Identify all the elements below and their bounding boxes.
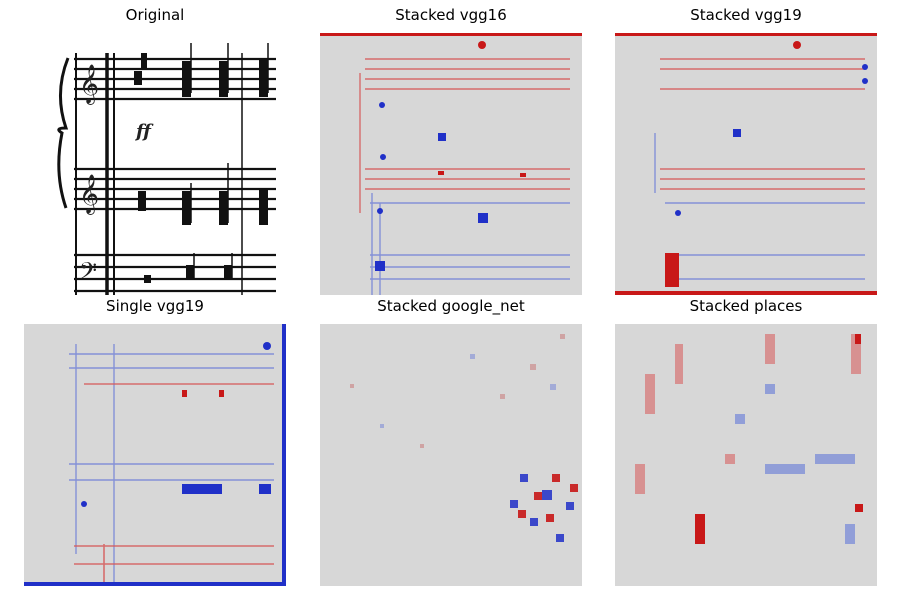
relevance-heatmap [615, 324, 877, 586]
svg-text:𝄞: 𝄞 [79, 64, 99, 105]
sheet-music-image: 𝄞 𝄞 𝄢 ff [24, 33, 286, 295]
svg-text:𝄞: 𝄞 [79, 174, 99, 215]
panel-title: Stacked vgg19 [690, 6, 802, 24]
panel-title: Stacked google_net [377, 297, 525, 315]
panel-title: Single vgg19 [106, 297, 204, 315]
panel-title: Stacked vgg16 [395, 6, 507, 24]
panel-title: Stacked places [689, 297, 803, 315]
panel-title: Original [125, 6, 185, 24]
relevance-heatmap [320, 33, 582, 295]
relevance-heatmap [615, 33, 877, 295]
svg-text:𝄢: 𝄢 [79, 257, 97, 290]
svg-text:ff: ff [134, 121, 154, 142]
relevance-heatmap [320, 324, 582, 586]
relevance-heatmap [24, 324, 286, 586]
